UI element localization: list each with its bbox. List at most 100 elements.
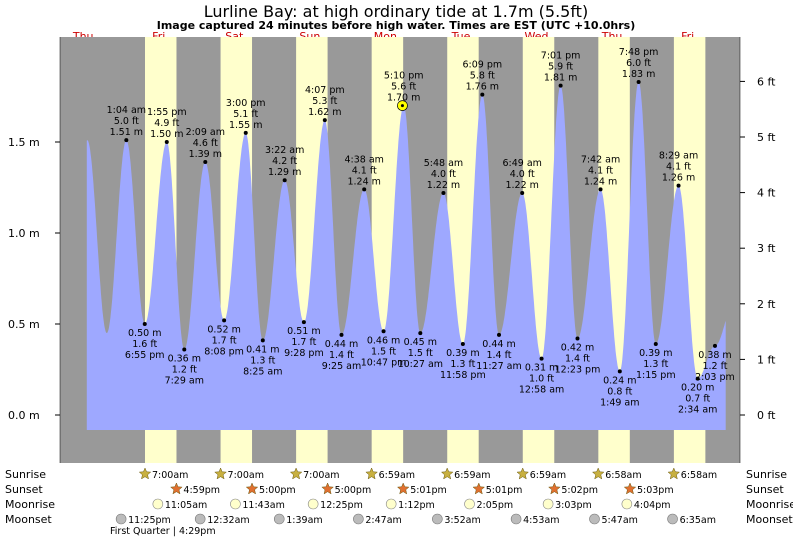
extreme-feet: 4.6 ft [193,138,218,149]
moonset-icon [353,513,364,525]
extreme-meters: 1.22 m [427,180,460,191]
extreme-point [301,320,306,325]
extreme-feet: 5.8 ft [470,71,495,82]
moonrise-icon [230,498,241,510]
extreme-meters: 1.24 m [347,176,380,187]
extreme-point [243,130,248,135]
extreme-feet: 5.1 ft [233,109,258,120]
moonset-icon [432,513,443,525]
extreme-meters: 1.55 m [229,120,262,131]
extreme-feet: 1.6 ft [132,339,157,350]
sunrise-icon [591,467,605,480]
extreme-feet: 1.3 ft [643,359,668,370]
extreme-time: 3:22 am [265,145,304,156]
extreme-time: 5:48 am [424,158,463,169]
extreme-time: 7:29 am [165,375,204,386]
sunrise-time: 7:00am [303,470,339,481]
extreme-meters: 0.52 m [207,324,240,335]
sunset-time: 5:03pm [637,485,674,496]
chart-title: Lurline Bay: at high ordinary tide at 1.… [204,2,588,21]
extreme-meters: 0.50 m [128,328,161,339]
extreme-point [480,92,485,97]
extreme-meters: 0.45 m [404,337,437,348]
extreme-feet: 1.4 ft [486,350,511,361]
sunset-time: 5:02pm [561,485,598,496]
extreme-feet: 4.9 ft [154,118,179,129]
tide-extremes: 1:04 am5.0 ft1.51 m 0.50 m1.6 ft6:55 pm 1:… [107,47,735,416]
extreme-point [598,187,603,192]
extreme-time: 8:29 am [659,151,698,162]
extreme-meters: 0.44 m [482,339,515,350]
extreme-feet: 5.0 ft [114,116,139,127]
moonrise-time: 3:03pm [555,500,592,511]
extreme-time: 1:04 am [107,105,146,116]
extreme-time: 5:10 pm [384,71,424,82]
sunset-time: 5:00pm [335,485,372,496]
extreme-time: 2:03 pm [695,372,735,383]
chart-subtitle: Image captured 24 minutes before high wa… [157,19,636,32]
extreme-feet: 5.6 ft [391,82,416,93]
left-tick-label: 1.0 m [8,227,40,240]
extreme-meters: 1.26 m [662,173,695,184]
extreme-meters: 0.39 m [446,348,479,359]
moonrise-icon [307,498,319,510]
right-tick-label: 5 ft [757,131,776,144]
extreme-point [362,187,367,192]
extreme-time: 8:25 am [243,366,282,377]
moonrise-icon [542,498,554,510]
sunrise-icon [138,467,152,480]
moonset-time: 2:47am [365,515,401,526]
extreme-point [182,347,187,352]
current-tide-marker [397,100,408,111]
row-label-right: Sunrise [746,468,787,481]
row-label-left: Sunset [5,483,43,496]
extreme-time: 4:07 pm [305,85,345,96]
sunset-icon [472,482,486,495]
moonrise-time: 11:43am [242,500,284,511]
extreme-feet: 1.5 ft [408,348,433,359]
moonrise-time: 2:05pm [477,500,514,511]
extreme-time: 11:58 pm [440,370,486,381]
row-label-left: Moonrise [5,498,55,511]
extreme-point [260,338,265,343]
extreme-time: 7:42 am [581,154,620,165]
extreme-time: 12:58 am [519,385,564,396]
extreme-meters: 0.24 m [603,375,636,386]
extreme-point [653,342,658,347]
left-tick-label: 1.5 m [8,136,40,149]
moonrise-icon [464,498,475,510]
sunset-icon [321,482,334,495]
extreme-point [322,118,327,123]
moon-phase-label: First Quarter | 4:29pm [110,526,216,537]
extreme-feet: 4.0 ft [431,169,456,180]
left-tick-label: 0.5 m [8,318,40,331]
sunset-icon [170,482,183,495]
moonset-icon [273,513,285,525]
extreme-meters: 0.31 m [525,363,558,374]
extreme-point [142,322,147,326]
extreme-point [441,190,446,195]
moonset-time: 1:39am [286,515,322,526]
extreme-meters: 1.51 m [110,127,143,138]
right-tick-label: 4 ft [757,187,776,200]
sunrise-time: 6:59am [530,470,566,481]
extreme-meters: 0.46 m [367,335,400,346]
extreme-point [558,83,563,88]
extreme-feet: 0.7 ft [685,394,710,405]
sunrise-icon [365,467,378,480]
extreme-point [636,79,641,84]
extreme-feet: 0.8 ft [607,386,632,397]
extreme-time: 1:49 am [600,397,639,408]
left-axis: 0.0 m 0.5 m 1.0 m 1.5 m [8,37,61,463]
moonrise-icon [385,498,397,510]
sunrise-icon [516,467,530,480]
extreme-point [695,376,700,381]
extreme-point [460,342,465,347]
extreme-feet: 1.0 ft [529,374,554,385]
row-label-left: Sunrise [5,468,46,481]
extreme-point [164,140,169,144]
extreme-point [617,369,622,374]
extreme-feet: 4.0 ft [510,169,535,180]
extreme-feet: 1.7 ft [212,335,237,346]
